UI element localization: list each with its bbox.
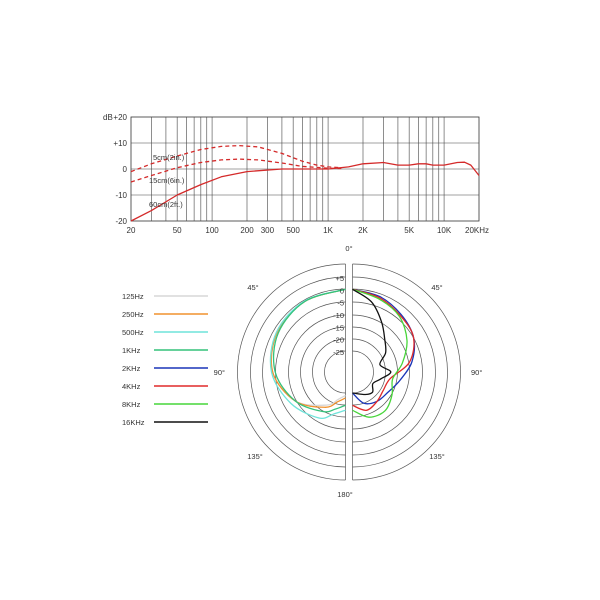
fr-ytick-label: +20: [113, 113, 127, 122]
polar-curve-4khz: [352, 288, 415, 411]
legend: 125Hz 250Hz 500Hz 1KHz 2KHz 4KHz 8KHz 16KHz: [122, 292, 208, 427]
polar-curves: [269, 288, 416, 420]
polar-rtick-label: -20: [333, 336, 344, 345]
polar-ring: [352, 276, 448, 468]
polar-angle-label: 135°: [247, 452, 263, 461]
fr-xtick-label: 100: [205, 226, 219, 235]
polar-curve-16khz: [352, 288, 392, 396]
fr-ylabel: dB: [103, 113, 113, 122]
fr-xtick-label: 10K: [437, 226, 452, 235]
polar-angle-label: 45°: [247, 283, 258, 292]
polar-ring: [352, 301, 423, 443]
polar-rtick-label: -15: [333, 323, 344, 332]
polar-ring: [352, 263, 461, 481]
fr-xtick-label: 300: [261, 226, 275, 235]
polar-ring: [288, 314, 346, 430]
polar-rtick-label: +5: [335, 274, 344, 283]
polar-ring: [352, 314, 410, 430]
fr-series-label-60cm: 60cm(2ft.): [149, 200, 183, 209]
fr-series-line-2: [130, 161, 480, 222]
legend-label-2khz: 2KHz: [122, 364, 141, 373]
polar-rtick-label: -25: [333, 348, 344, 357]
polar-ring: [262, 288, 346, 456]
polar-ring: [352, 338, 386, 406]
polar-ring: [300, 326, 346, 418]
polar-ring: [312, 338, 346, 406]
fr-series-label-15cm: 15cm(6in.): [149, 176, 185, 185]
fr-xtick-label: 2K: [358, 226, 368, 235]
polar-angle-label: 135°: [429, 452, 445, 461]
polar-angle-label: 90°: [214, 368, 225, 377]
polar-angle-label: 45°: [431, 283, 442, 292]
legend-label-250hz: 250Hz: [122, 310, 144, 319]
polar-rtick-label: 0: [340, 286, 344, 295]
polar-ring: [237, 263, 346, 481]
fr-ytick-label: 0: [123, 165, 128, 174]
legend-label-1khz: 1KHz: [122, 346, 141, 355]
fr-ytick-label: -20: [115, 217, 127, 226]
polar-ring: [324, 350, 346, 394]
polar-grid: [237, 263, 461, 481]
fr-lines: [130, 144, 480, 222]
fr-xtick-label: 200: [240, 226, 254, 235]
fr-xtick-label: 20KHz: [465, 226, 489, 235]
fr-xtick-label: 5K: [404, 226, 414, 235]
legend-label-8khz: 8KHz: [122, 400, 141, 409]
polar-rtick-label: -10: [333, 311, 344, 320]
polar-ring: [352, 350, 374, 394]
legend-label-500hz: 500Hz: [122, 328, 144, 337]
fr-ytick-label: +10: [113, 139, 127, 148]
legend-label-4khz: 4KHz: [122, 382, 141, 391]
polar-curve-2khz: [352, 288, 416, 405]
fr-xtick-label: 500: [286, 226, 300, 235]
polar-curve-1khz: [272, 288, 346, 413]
fr-xtick-label: 1K: [323, 226, 333, 235]
polar-ring: [250, 276, 346, 468]
polar-angle-label: 180°: [337, 490, 353, 499]
fr-xtick-label: 20: [127, 226, 136, 235]
legend-label-16khz: 16KHz: [122, 418, 145, 427]
polar-curve-8khz: [352, 288, 408, 418]
polar-ring: [352, 288, 436, 456]
fr-series-label-5cm: 5cm(2in.): [153, 153, 185, 162]
polar-angle-label: 90°: [471, 368, 482, 377]
fr-xtick-label: 50: [173, 226, 182, 235]
fr-ytick-label: -10: [115, 191, 127, 200]
polar-rtick-label: -5: [337, 299, 344, 308]
polar-angle-label: 0°: [345, 244, 352, 253]
polar-labels: +5 0 -5 -10 -15 -20 -25 0° 45° 45° 90° 90° 135° 135° 1…: [214, 244, 483, 499]
legend-label-125hz: 125Hz: [122, 292, 144, 301]
fr-series-line-0: [130, 144, 342, 173]
polar-pattern-chart: +5 0 -5 -10 -15 -20 -25 0° 45° 45° 90° 90° 135° 135° 1…: [214, 244, 483, 499]
fr-series-line-1: [130, 158, 342, 183]
